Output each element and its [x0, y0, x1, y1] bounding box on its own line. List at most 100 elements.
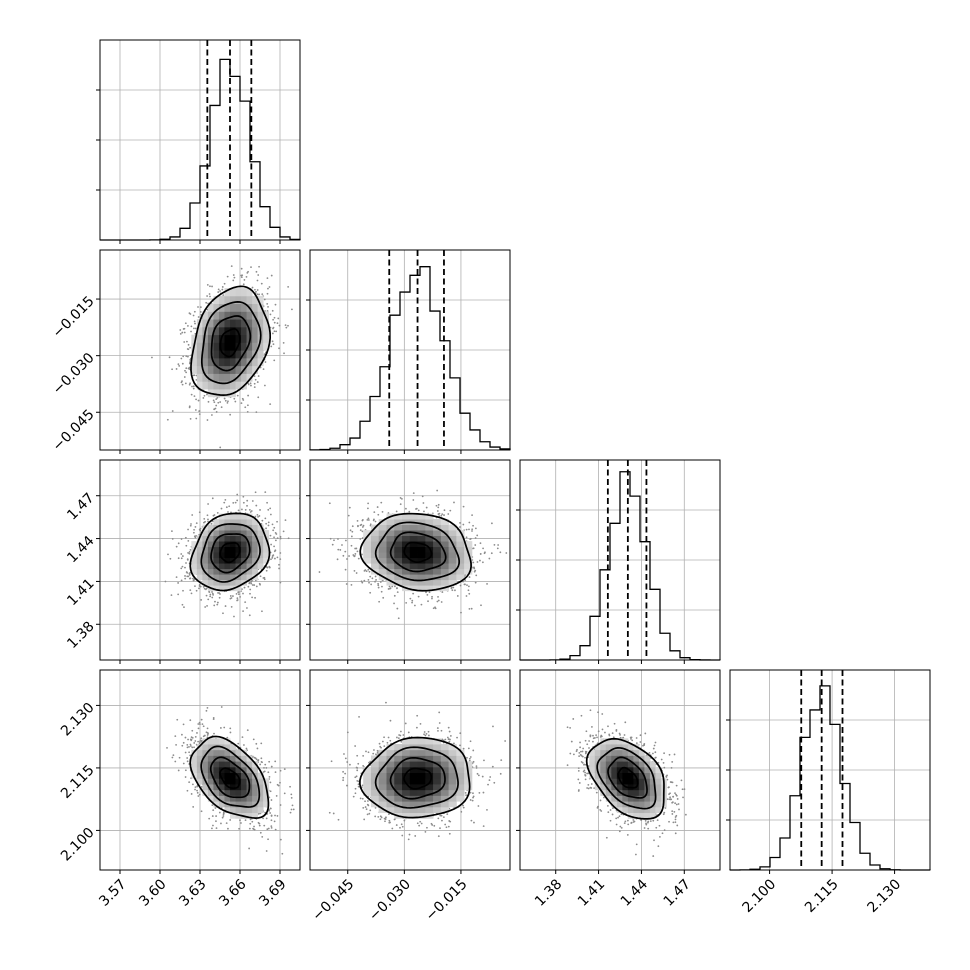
sample-point — [255, 504, 258, 507]
axis-frame — [309, 249, 511, 451]
sample-point — [441, 513, 444, 516]
density-cell — [230, 319, 236, 328]
density-cell — [230, 357, 236, 367]
contour-2 — [200, 301, 262, 385]
sample-point — [261, 293, 264, 296]
density-cell — [207, 568, 214, 575]
density-cell — [191, 541, 198, 548]
sample-point — [206, 514, 209, 517]
density-cell — [252, 524, 259, 531]
density-cell — [207, 381, 214, 390]
sample-point — [378, 600, 381, 603]
density-cell — [224, 350, 231, 359]
density-cell — [196, 365, 203, 374]
sample-point — [225, 506, 228, 509]
sample-point — [191, 385, 193, 388]
density-cell — [235, 513, 242, 520]
density-cell — [196, 563, 203, 570]
density-cell — [235, 295, 242, 305]
density-cell — [235, 585, 242, 592]
sample-point — [251, 286, 254, 289]
density-cell — [213, 381, 220, 390]
sample-point — [261, 519, 264, 522]
sample-point — [181, 555, 184, 557]
density-cell — [196, 541, 203, 548]
sample-point — [447, 513, 450, 515]
density-cell — [246, 557, 253, 564]
sample-point — [272, 343, 275, 346]
density-cell — [213, 574, 220, 581]
sample-point — [451, 589, 454, 592]
sample-point — [274, 557, 276, 560]
sample-point — [227, 400, 229, 403]
sample-point — [230, 265, 233, 268]
density-cell — [241, 357, 247, 367]
density-cell — [257, 541, 264, 548]
sample-point — [278, 563, 280, 566]
sample-point — [480, 604, 482, 607]
sample-point — [257, 396, 260, 399]
sample-point — [184, 575, 186, 577]
density-cell — [257, 357, 264, 367]
sample-point — [177, 363, 180, 366]
sample-point — [236, 499, 239, 502]
density-cell — [207, 342, 214, 351]
sample-point — [194, 526, 197, 528]
scatter-panel-0-1 — [96, 249, 301, 454]
density-cell — [252, 552, 259, 559]
sample-point — [275, 330, 278, 333]
density-cell — [224, 557, 231, 564]
sample-point — [209, 593, 212, 596]
sample-point — [253, 584, 256, 586]
density-cell — [218, 541, 225, 548]
density-cell — [218, 557, 225, 564]
sample-point — [185, 367, 188, 370]
density-cell — [257, 535, 264, 542]
sample-point — [268, 565, 271, 568]
density-cell — [213, 326, 220, 336]
sample-point — [240, 276, 243, 279]
sample-point — [168, 356, 171, 359]
sample-point — [271, 340, 274, 343]
sample-point — [199, 306, 202, 308]
sample-point — [279, 581, 282, 584]
sample-point — [427, 600, 429, 603]
sample-point — [242, 592, 244, 595]
density-cell — [196, 557, 203, 564]
density-cell — [218, 295, 225, 305]
sample-point — [249, 382, 252, 385]
sample-point — [179, 329, 182, 331]
sample-point — [287, 285, 290, 288]
sample-point — [183, 376, 186, 378]
sample-point — [279, 535, 282, 538]
sample-point — [232, 595, 234, 597]
sample-point — [171, 410, 174, 412]
sample-point — [467, 585, 470, 588]
sample-point — [443, 509, 446, 512]
density-cell — [207, 365, 214, 374]
sample-point — [291, 308, 293, 311]
sample-point — [273, 536, 275, 539]
sample-point — [468, 592, 471, 595]
density-cell — [257, 303, 264, 312]
sample-point — [399, 497, 402, 499]
sample-point — [187, 552, 189, 554]
sample-point — [222, 612, 224, 615]
density-cell — [207, 334, 214, 343]
density-cell — [230, 303, 236, 312]
density-cell — [207, 524, 214, 531]
sample-point — [233, 397, 236, 400]
sample-point — [202, 586, 205, 588]
sample-point — [184, 382, 187, 385]
sample-point — [195, 589, 198, 592]
density-cell — [230, 334, 236, 343]
density-cell — [241, 574, 247, 581]
sample-point — [220, 507, 223, 510]
sample-point — [270, 558, 272, 561]
sample-point — [273, 316, 276, 319]
density-cell — [241, 530, 247, 537]
axis-frame — [99, 39, 301, 241]
y-tick-label-2-0: 1.38 — [64, 619, 97, 652]
sample-point — [274, 303, 277, 306]
